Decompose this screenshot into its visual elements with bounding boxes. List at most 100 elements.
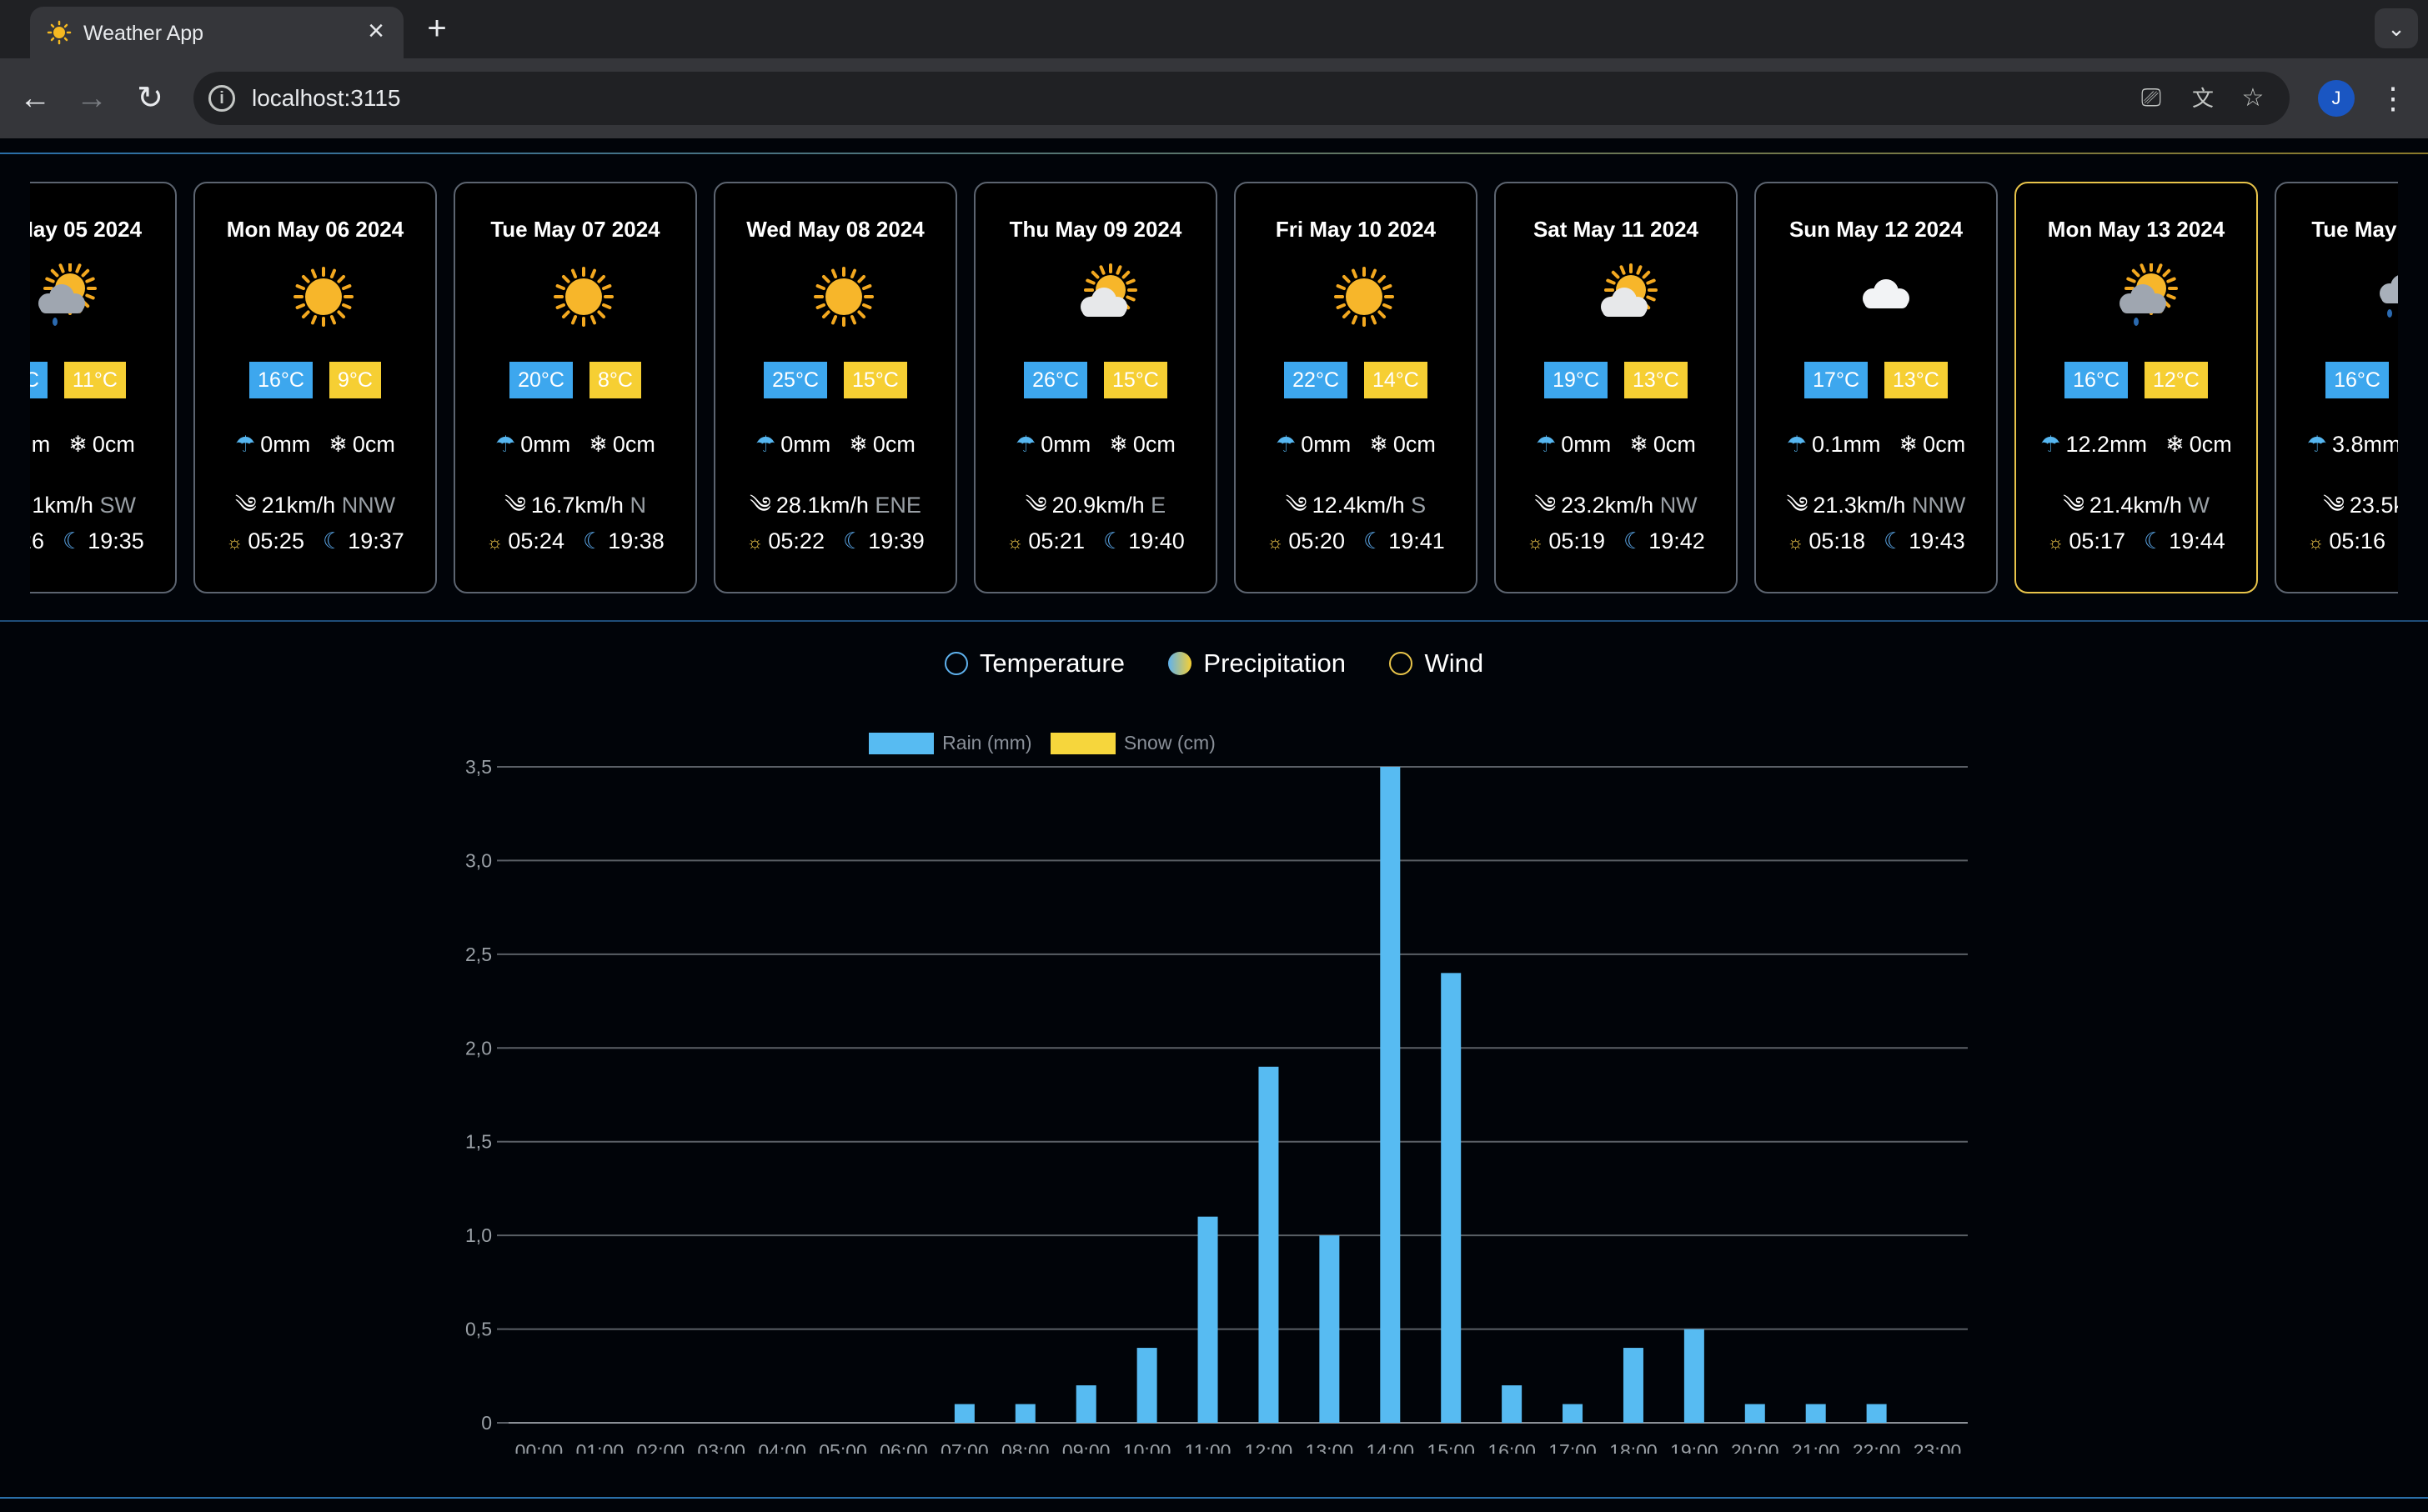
option-wind[interactable]: Wind xyxy=(1389,648,1483,678)
temp-low-badge: 15°C xyxy=(1104,362,1167,398)
day-date: Tue May 14 2024 xyxy=(2311,217,2398,242)
day-card[interactable]: Mon May 13 2024 16°C 12°C ☂ 12.2mm ❄ 0cm ༄ 21… xyxy=(2014,182,2258,593)
install-app-icon[interactable]: ⎚ xyxy=(2141,84,2161,112)
temp-high-badge: 26°C xyxy=(1024,362,1087,398)
wind-direction: S xyxy=(1411,493,1427,518)
rain-cloud-icon: ☂ xyxy=(1786,432,1808,457)
day-card[interactable]: Sat May 11 2024 19°C 13°C ☂ 0mm ❄ 0cm ༄ 23.2k… xyxy=(1494,182,1738,593)
snowflake-icon: ❄ xyxy=(329,432,348,457)
wind-direction: NNW xyxy=(341,493,396,518)
reload-icon[interactable]: ↻ xyxy=(137,81,163,116)
day-card[interactable]: Tue May 14 2024 16°C11°C ☂3.8mm❄0cm ༄23.… xyxy=(2275,182,2398,593)
wind-icon: ༄ xyxy=(1025,493,1047,518)
temp-low-badge: 15°C xyxy=(844,362,907,398)
forward-arrow-icon[interactable]: → xyxy=(76,81,108,116)
wind-direction: SW xyxy=(99,493,136,518)
temp-high-badge: 16°C xyxy=(2064,362,2128,398)
browser-tab-bar: Weather App × + ⌄ xyxy=(0,0,2428,58)
wind-row: ༄23.5km/h W xyxy=(2276,480,2398,543)
precip-row: ☂0mm ❄0cm xyxy=(976,432,1216,458)
wind-label: Wind xyxy=(1424,648,1484,678)
day-card[interactable]: Wed May 08 2024 25°C 15°C ☂ 0mm ❄ 0cm ༄ 28.1k… xyxy=(714,182,957,593)
temperature-badges: 16°C 12°C xyxy=(2016,362,2256,398)
tab-close-icon[interactable]: × xyxy=(368,15,384,47)
snowflake-icon: ❄ xyxy=(2165,432,2185,457)
y-tick-label: 1,0 xyxy=(465,1224,492,1246)
wind-speed: 20.9km/h xyxy=(1051,493,1145,518)
temp-high-badge: 16°C xyxy=(30,362,48,398)
tab-search-chevron-icon[interactable]: ⌄ xyxy=(2375,8,2418,48)
x-tick-label: 20:00 xyxy=(1731,1440,1779,1454)
temperature-radio[interactable] xyxy=(944,652,968,675)
wind-radio[interactable] xyxy=(1389,652,1413,675)
day-card[interactable]: Sun May 05 2024 16°C11°C ☂0mm❄0cm ༄24.1k… xyxy=(30,182,177,593)
temperature-badges: 16°C11°C xyxy=(2276,362,2398,398)
day-card[interactable]: Tue May 07 2024 20°C 8°C ☂ 0mm ❄ 0cm ༄ 16.7km… xyxy=(454,182,697,593)
sunrise-icon: ☼ xyxy=(2307,532,2325,553)
chart-type-selector: Temperature Precipitation Wind xyxy=(0,648,2428,698)
day-card[interactable]: Fri May 10 2024 22°C 14°C ☂ 0mm ❄ 0cm ༄ 12.4k… xyxy=(1234,182,1477,593)
temperature-badges: 16°C11°C xyxy=(30,362,175,398)
address-url[interactable]: localhost:3115 xyxy=(252,85,401,111)
snow-amount: 0cm xyxy=(1132,432,1176,457)
x-tick-label: 23:00 xyxy=(1914,1440,1962,1454)
day-card[interactable]: Sun May 12 2024 17°C 13°C ☂ 0.1mm ❄ 0cm ༄ 21.… xyxy=(1754,182,1998,593)
legend-rain-label: Rain (mm) xyxy=(942,732,1032,753)
precip-row: ☂0mm ❄0cm xyxy=(1496,432,1736,458)
browser-tab[interactable]: Weather App × xyxy=(30,7,404,58)
sunrise-time: 05:16 xyxy=(2329,528,2385,553)
cloud-rain-icon xyxy=(2380,275,2398,318)
x-tick-label: 04:00 xyxy=(758,1440,806,1454)
y-tick-label: 1,5 xyxy=(465,1131,492,1153)
snowflake-icon: ❄ xyxy=(1629,432,1648,457)
legend-rain[interactable]: Rain (mm) xyxy=(869,732,1032,754)
browser-menu-icon[interactable]: ⋮ xyxy=(2378,81,2408,115)
forecast-strip[interactable]: Sun May 05 2024 16°C11°C ☂0mm❄0cm ༄24.1k… xyxy=(30,182,2398,598)
temp-low-badge: 12°C xyxy=(2145,362,2208,398)
sun-cloud-rain-icon xyxy=(2119,263,2178,326)
site-info-icon[interactable]: i xyxy=(208,85,235,112)
sunrise-time: 05:21 xyxy=(1028,528,1085,553)
rain-bar xyxy=(1866,1404,1887,1423)
x-tick-label: 06:00 xyxy=(880,1440,928,1454)
day-date: Thu May 09 2024 xyxy=(1009,217,1182,242)
rain-amount: 0.1mm xyxy=(1812,432,1881,457)
temp-low-badge: 8°C xyxy=(589,362,641,398)
sunset-time: 19:42 xyxy=(1648,528,1705,553)
wind-icon: ༄ xyxy=(1786,493,1808,518)
profile-avatar[interactable]: J xyxy=(2318,80,2355,117)
browser-toolbar: ← → ↻ i localhost:3115 ⎚ 文 ☆ J ⋮ xyxy=(0,58,2428,138)
rain-cloud-icon: ☂ xyxy=(1536,432,1557,457)
snowflake-icon: ❄ xyxy=(589,432,608,457)
translate-icon[interactable]: 文 xyxy=(2191,86,2214,111)
address-bar[interactable]: i localhost:3115 ⎚ 文 ☆ xyxy=(193,72,2290,125)
sun-behind-cloud-icon xyxy=(1081,263,1137,317)
wind-icon: ༄ xyxy=(1534,493,1557,518)
sunset-time: 19:38 xyxy=(608,528,665,553)
sunrise-time: 05:19 xyxy=(1548,528,1605,553)
sun-row: ☼05:26☾19:35 xyxy=(30,528,175,554)
sun-icon xyxy=(1334,267,1394,327)
chart-plot-area: 0 0,5 1,0 1,5 2,0 2,5 3,0 3,5 00:00 01:00 02:00 03:… xyxy=(465,756,1968,1454)
chart-legend: Rain (mm) Snow (cm) xyxy=(434,732,1651,754)
rain-cloud-icon: ☂ xyxy=(1276,432,1297,457)
snowflake-icon: ❄ xyxy=(68,432,88,457)
temp-high-badge: 16°C xyxy=(2325,362,2389,398)
day-date: Fri May 10 2024 xyxy=(1275,217,1437,242)
legend-snow[interactable]: Snow (cm) xyxy=(1050,732,1216,754)
snow-amount: 0cm xyxy=(1923,432,1966,457)
back-arrow-icon[interactable]: ← xyxy=(19,81,51,116)
day-card[interactable]: Thu May 09 2024 26°C 15°C ☂ 0mm ❄ 0cm ༄ 20.9k… xyxy=(974,182,1217,593)
moon-icon: ☾ xyxy=(1102,528,1124,553)
snowflake-icon: ❄ xyxy=(849,432,868,457)
day-card[interactable]: Mon May 06 2024 16°C 9°C ☂ 0mm ❄ 0cm ༄ 21km/h… xyxy=(193,182,437,593)
wind-icon: ༄ xyxy=(234,493,257,518)
x-tick-label: 12:00 xyxy=(1245,1440,1293,1454)
precipitation-radio[interactable] xyxy=(1168,652,1192,675)
option-precipitation[interactable]: Precipitation xyxy=(1168,648,1346,678)
day-date: Mon May 13 2024 xyxy=(2047,217,2225,242)
bookmark-star-icon[interactable]: ☆ xyxy=(2241,84,2265,112)
new-tab-icon[interactable]: + xyxy=(427,10,447,47)
snow-amount: 0cm xyxy=(612,432,655,457)
option-temperature[interactable]: Temperature xyxy=(944,648,1125,678)
